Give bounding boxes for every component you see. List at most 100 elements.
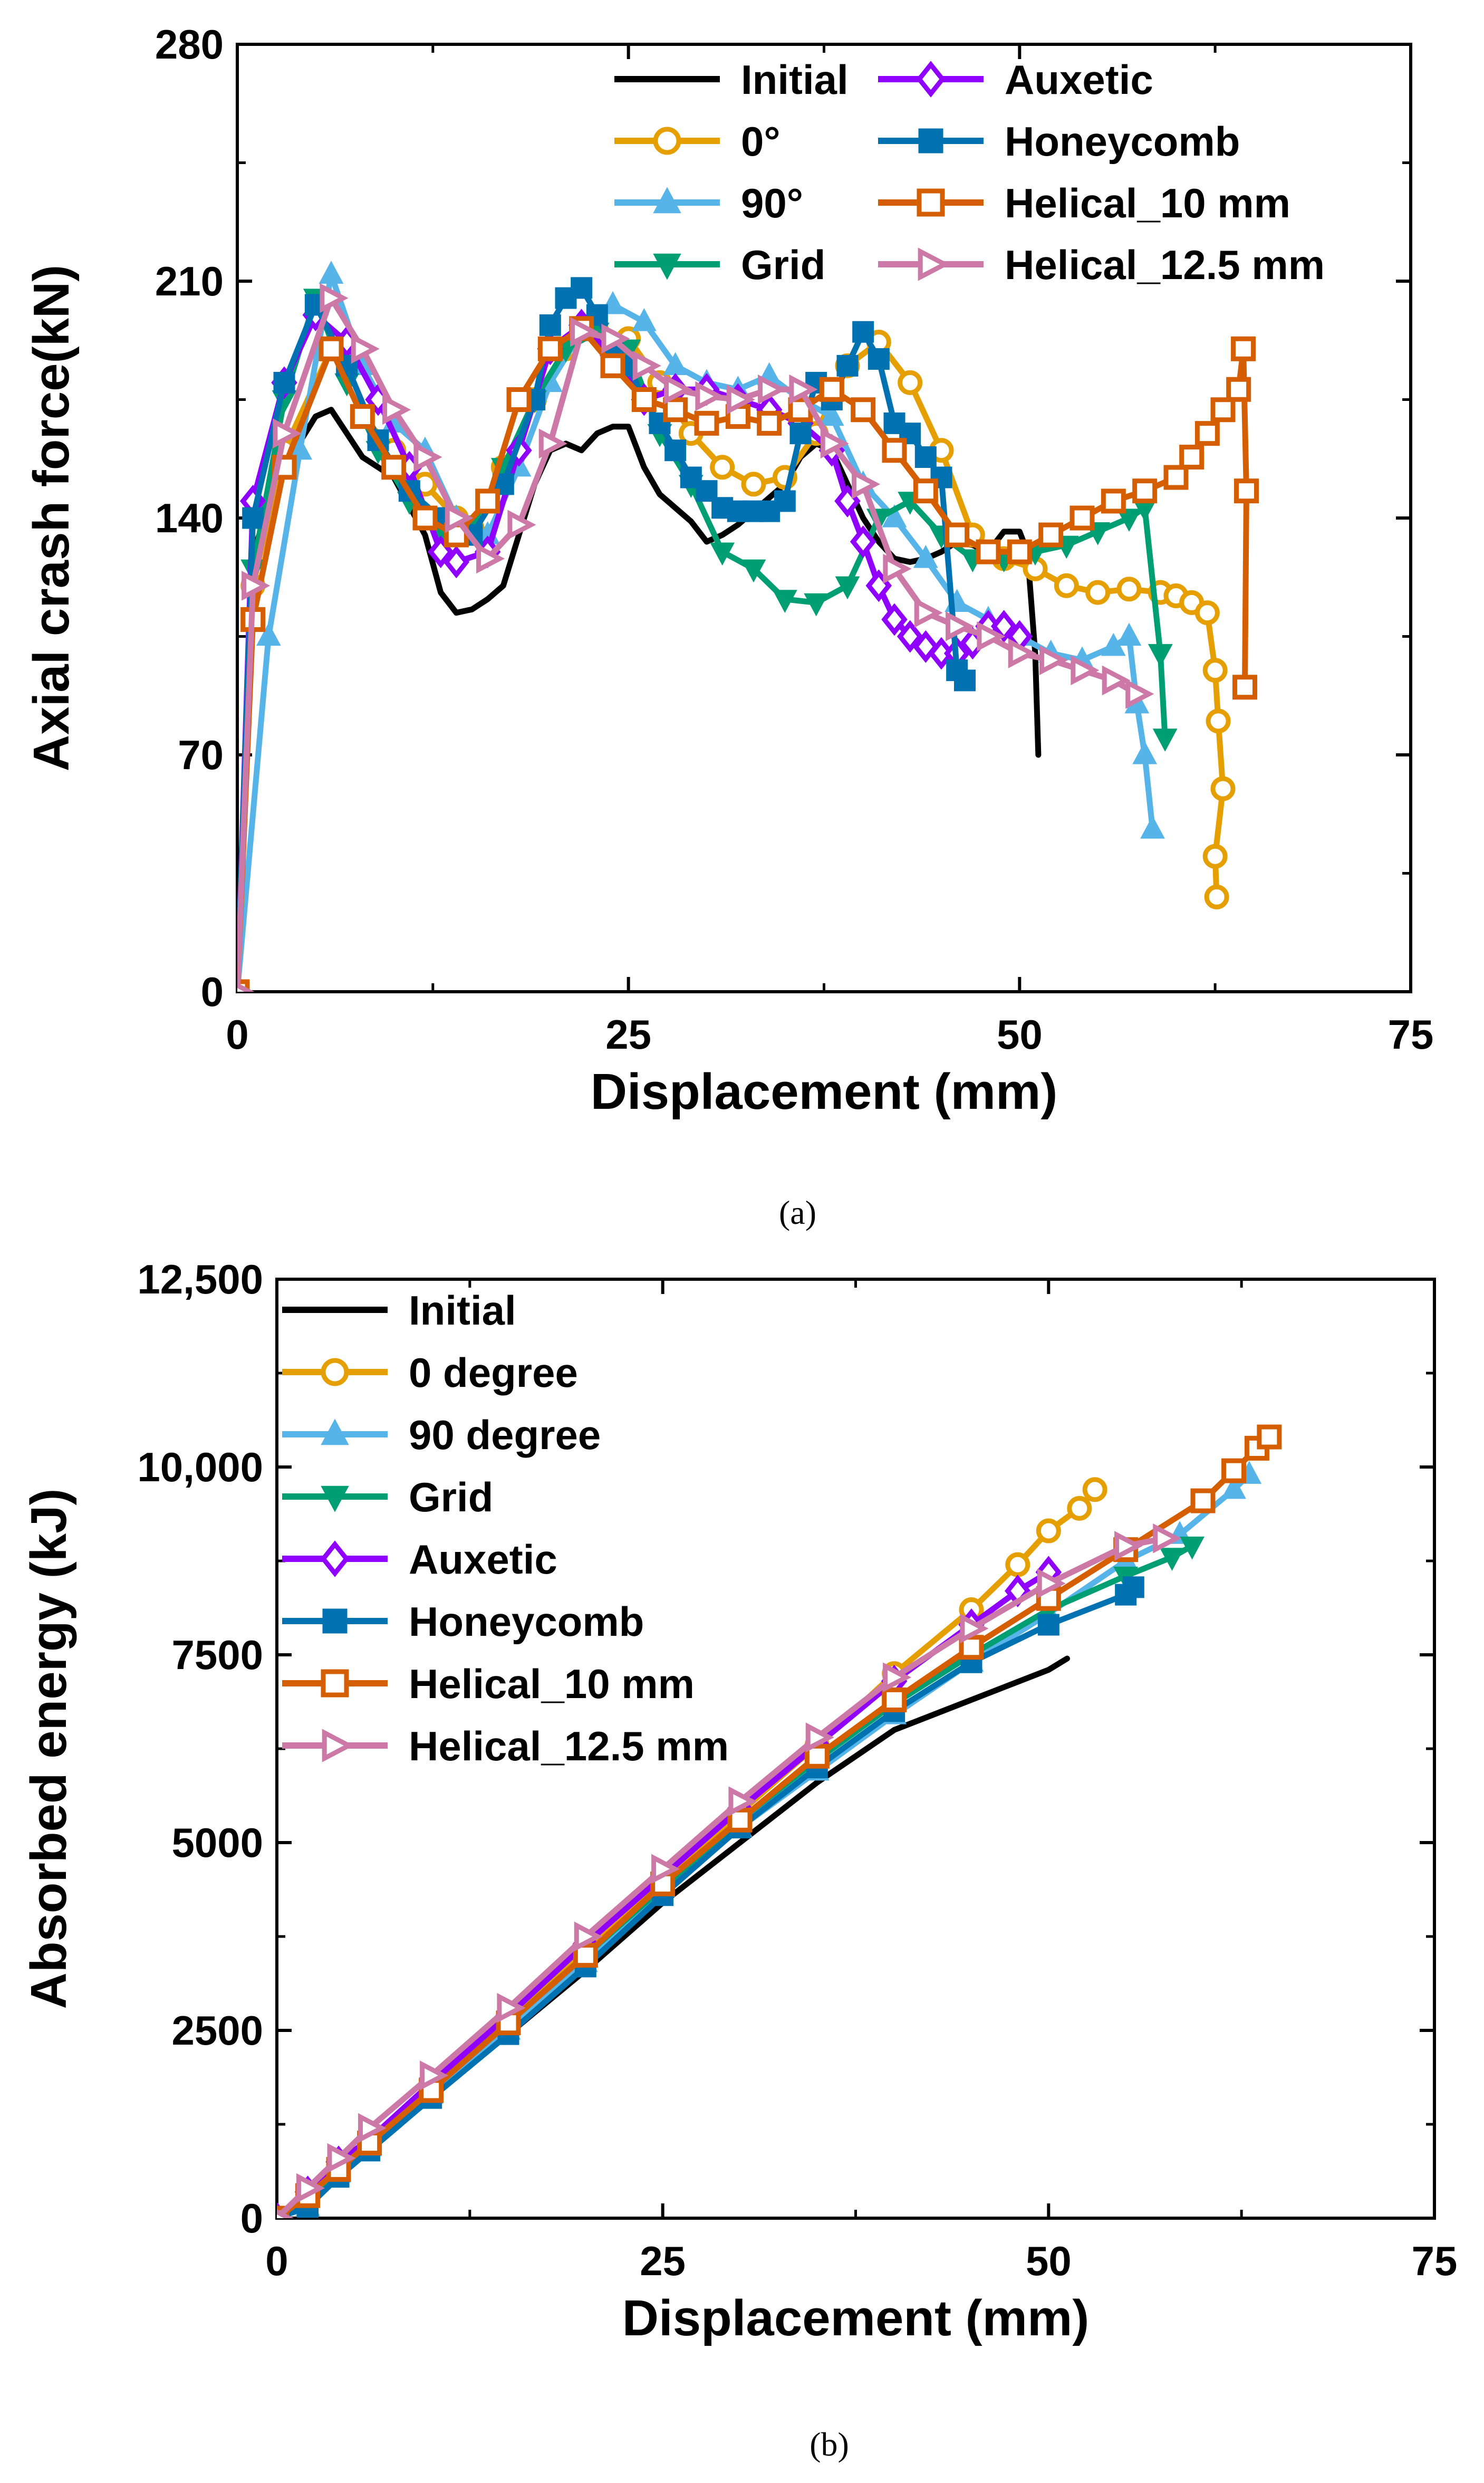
data-point-honeycomb [852, 321, 874, 343]
data-point-grid [741, 559, 766, 583]
data-point-grid [1180, 1536, 1204, 1560]
data-point-helical-12-5-mm [651, 1854, 680, 1884]
legend-item-initial: Initial [614, 56, 849, 103]
data-point-helical-10-mm [976, 539, 1001, 564]
data-point-helical-10-mm [945, 522, 970, 548]
y-tick-label: 5000 [171, 1819, 263, 1866]
data-point-helical-10-mm [475, 488, 500, 514]
data-point-0 [1085, 580, 1111, 605]
data-point-helical-12-5-mm [852, 469, 881, 500]
data-point-helical-10-mm [1190, 1488, 1216, 1513]
data-point-helical-10-mm [1257, 1424, 1282, 1450]
legend-marker [653, 127, 681, 155]
data-point-helical-10-mm [1132, 478, 1158, 504]
data-point-grid [804, 593, 829, 617]
data-point-0 [1206, 708, 1231, 734]
data-point-0-degree [1005, 1552, 1030, 1577]
data-point-helical-10-mm [506, 387, 532, 412]
data-point-90 [319, 261, 344, 284]
legend-label: Grid [741, 242, 825, 288]
legend-marker [918, 128, 943, 154]
y-tick-label: 12,500 [137, 1256, 263, 1302]
data-point-helical-10-mm [412, 505, 438, 531]
data-point-honeycomb [492, 473, 514, 495]
x-axis-label: Displacement (mm) [591, 1063, 1058, 1120]
data-point-helical-12-5-mm [574, 1921, 603, 1952]
data-point-helical-12-5-mm [497, 1992, 526, 2023]
data-point-helical-10-mm [600, 353, 625, 378]
x-tick-label: 25 [640, 2238, 686, 2284]
data-point-helical-12-5-mm [1153, 1523, 1182, 1554]
legend: Initial 0 degree 90 degree Grid Auxetic Honey… [282, 1287, 729, 1769]
legend-marker [653, 187, 681, 214]
data-point-helical-10-mm [1007, 539, 1032, 564]
data-point-honeycomb [571, 277, 593, 299]
y-tick-label: 70 [178, 732, 224, 778]
data-point-auxetic [897, 620, 923, 653]
legend-marker [321, 1358, 349, 1386]
data-point-90 [1116, 622, 1142, 646]
data-point-0 [1204, 884, 1229, 909]
data-point-0 [1054, 573, 1079, 598]
x-tick-label: 0 [265, 2238, 288, 2284]
legend-item-grid: Grid [614, 242, 825, 288]
data-point-helical-12-5-mm [1008, 638, 1037, 668]
data-point-helical-10-mm [851, 397, 876, 423]
y-axis-label: Absorbed energy (kJ) [21, 1489, 77, 2009]
legend-item-90-degree: 90 degree [282, 1412, 601, 1458]
legend-marker [321, 1669, 349, 1698]
legend-label: Initial [741, 56, 849, 103]
data-point-helical-12-5-mm [789, 374, 818, 405]
y-tick-label: 2500 [171, 2007, 263, 2054]
data-point-90 [631, 308, 657, 331]
data-point-0 [741, 472, 766, 497]
data-point-helical-12-5-mm [946, 611, 975, 641]
series-layer [277, 1424, 1282, 2218]
legend-label: 90 degree [409, 1412, 601, 1458]
data-point-honeycomb [273, 371, 295, 394]
data-point-helical-12-5-mm [570, 317, 599, 347]
figure-caption: (a) [779, 1194, 816, 1231]
legend-item-honeycomb: Honeycomb [282, 1598, 644, 1645]
y-tick-label: 7500 [171, 1632, 263, 1678]
data-point-helical-12-5-mm [273, 418, 302, 448]
data-point-helical-12-5-mm [883, 1662, 912, 1693]
data-point-0 [1210, 776, 1236, 801]
data-point-honeycomb [1122, 1576, 1144, 1598]
legend-item-90: 90° [614, 180, 803, 226]
chart-a: 0 25 50 75 0 70 140 210 280 Displacement (mm) Axia… [23, 21, 1433, 1231]
data-point-grid [835, 576, 860, 600]
data-point-90 [256, 622, 281, 646]
figure-caption: (b) [810, 2426, 849, 2463]
data-point-helical-12-5-mm [632, 351, 661, 381]
legend-label: Helical_10 mm [409, 1661, 695, 1707]
data-point-helical-10-mm [882, 438, 907, 463]
x-tick-label: 75 [1388, 1011, 1434, 1058]
y-tick-label: 0 [201, 969, 224, 1015]
legend-marker [653, 253, 681, 280]
data-point-helical-12-5-mm [242, 570, 271, 601]
legend-item-helical-10-mm: Helical_10 mm [878, 180, 1290, 226]
data-point-honeycomb [586, 304, 608, 326]
data-point-helical-12-5-mm [695, 381, 724, 411]
y-tick-label: 0 [240, 2195, 263, 2241]
legend-marker [917, 188, 945, 217]
data-point-honeycomb [954, 669, 976, 692]
data-point-helical-10-mm [882, 1687, 907, 1712]
series-layer [237, 261, 1259, 992]
data-point-honeycomb [664, 439, 687, 462]
data-point-honeycomb [242, 507, 264, 529]
data-point-0-degree [1067, 1495, 1092, 1521]
series-line-honeycomb [277, 1584, 1136, 2218]
data-point-helical-10-mm [1232, 675, 1258, 700]
data-point-90 [913, 544, 938, 568]
data-point-helical-10-mm [819, 377, 844, 402]
data-point-helical-10-mm [350, 404, 375, 429]
y-axis-label: Axial crash force(kN) [23, 265, 80, 771]
data-point-90 [1132, 741, 1158, 764]
data-point-helical-10-mm [663, 397, 688, 423]
data-point-honeycomb [696, 480, 718, 502]
legend-label: Auxetic [1005, 56, 1153, 103]
x-tick-label: 50 [997, 1011, 1043, 1058]
